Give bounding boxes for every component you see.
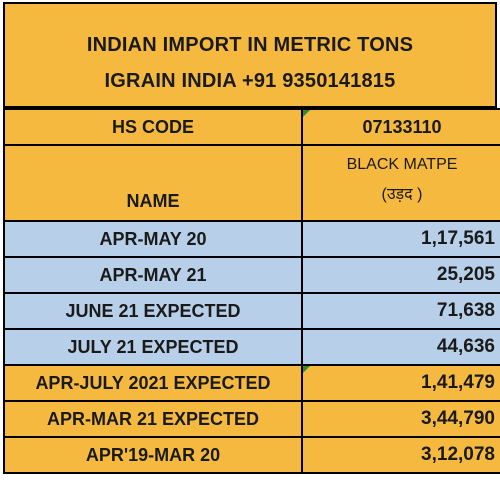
tonnage-cell[interactable]: 71,638 <box>301 292 500 330</box>
name-label[interactable]: NAME <box>3 144 303 222</box>
tonnage-cell[interactable]: 1,17,561 <box>301 220 500 258</box>
import-table: HS CODE 07133110 NAME BLACK MATPE (उड़द … <box>3 108 500 474</box>
period-cell[interactable]: APR-MAY 21 <box>3 256 303 294</box>
tonnage-value: 3,44,790 <box>421 408 495 429</box>
table-row: JULY 21 EXPECTED 44,636 <box>3 328 500 366</box>
tonnage-value: 1,17,561 <box>421 228 495 249</box>
data-rows: APR-MAY 20 1,17,561 APR-MAY 21 25,205 JUNE 2… <box>3 220 500 474</box>
hs-code-value: 07133110 <box>362 116 442 137</box>
tonnage-cell[interactable]: 25,205 <box>301 256 500 294</box>
tonnage-cell[interactable]: 44,636 <box>301 328 500 366</box>
table-row: APR-JULY 2021 EXPECTED 1,41,479 <box>3 364 500 402</box>
tonnage-value: 3,12,078 <box>421 444 495 465</box>
tonnage-cell[interactable]: 3,12,078 <box>301 436 500 474</box>
name-row: NAME BLACK MATPE (उड़द ) <box>3 144 500 222</box>
period-cell[interactable]: APR'19-MAR 20 <box>3 436 303 474</box>
title-line-1: INDIAN IMPORT IN METRIC TONS <box>86 34 414 56</box>
table-row: JUNE 21 EXPECTED 71,638 <box>3 292 500 330</box>
table-row: APR'19-MAR 20 3,12,078 <box>3 436 500 474</box>
period-cell[interactable]: APR-MAY 20 <box>3 220 303 258</box>
period-cell[interactable]: JULY 21 EXPECTED <box>3 328 303 366</box>
title-line-2: IGRAIN INDIA +91 9350141815 <box>104 70 396 92</box>
hs-code-label[interactable]: HS CODE <box>3 108 303 146</box>
period-cell[interactable]: JUNE 21 EXPECTED <box>3 292 303 330</box>
tonnage-value: 44,636 <box>436 336 495 357</box>
hs-code-value-cell[interactable]: 07133110 <box>301 108 500 146</box>
product-name-local: (उड़द ) <box>381 186 423 203</box>
cell-comment-marker-icon <box>303 366 310 373</box>
cell-comment-marker-icon <box>303 110 310 117</box>
hs-code-row: HS CODE 07133110 <box>3 108 500 146</box>
product-name: BLACK MATPE <box>346 156 458 173</box>
period-cell[interactable]: APR-MAR 21 EXPECTED <box>3 400 303 438</box>
tonnage-value: 71,638 <box>436 300 495 321</box>
tonnage-value: 25,205 <box>436 264 495 285</box>
tonnage-cell[interactable]: 3,44,790 <box>301 400 500 438</box>
tonnage-cell[interactable]: 1,41,479 <box>301 364 500 402</box>
table-row: APR-MAR 21 EXPECTED 3,44,790 <box>3 400 500 438</box>
table-row: APR-MAY 20 1,17,561 <box>3 220 500 258</box>
product-name-cell[interactable]: BLACK MATPE (उड़द ) <box>301 144 500 222</box>
table-row: APR-MAY 21 25,205 <box>3 256 500 294</box>
tonnage-value: 1,41,479 <box>421 372 495 393</box>
period-cell[interactable]: APR-JULY 2021 EXPECTED <box>3 364 303 402</box>
title-block: INDIAN IMPORT IN METRIC TONS IGRAIN INDI… <box>3 2 497 108</box>
